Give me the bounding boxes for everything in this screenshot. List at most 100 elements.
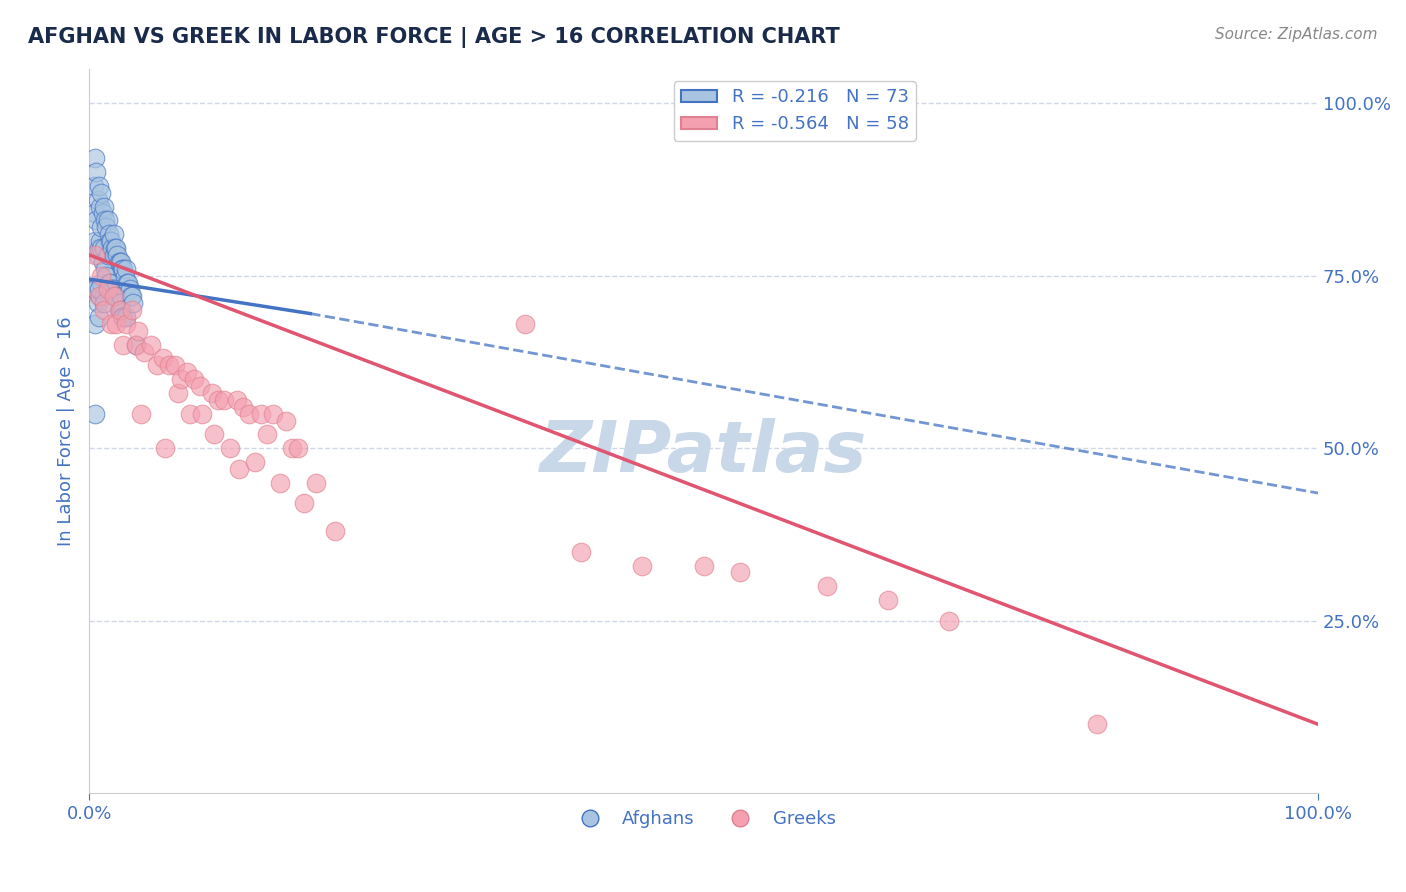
Point [115, 310, 138, 324]
Point [107, 255, 129, 269]
Point [204, 427, 226, 442]
Point [98, 234, 121, 248]
Y-axis label: In Labor Force | Age > 16: In Labor Force | Age > 16 [58, 316, 75, 546]
Point [214, 392, 236, 407]
Point [96, 282, 118, 296]
Point [515, 317, 537, 331]
Point [201, 386, 224, 401]
Point [89, 200, 111, 214]
Point [117, 276, 139, 290]
Point [815, 579, 838, 593]
Point [103, 227, 125, 242]
Point [134, 344, 156, 359]
Point [692, 558, 714, 573]
Point [82, 282, 104, 296]
Point [305, 475, 328, 490]
Point [323, 524, 346, 538]
Point [100, 317, 122, 331]
Point [179, 407, 201, 421]
Point [96, 213, 118, 227]
Point [105, 317, 128, 331]
Point [91, 206, 114, 220]
Point [105, 289, 128, 303]
Point [90, 220, 112, 235]
Point [238, 407, 260, 421]
Point [100, 282, 122, 296]
Point [877, 593, 900, 607]
Point [96, 282, 118, 296]
Point [112, 261, 135, 276]
Point [114, 268, 136, 283]
Point [105, 248, 128, 262]
Point [90, 276, 112, 290]
Text: Source: ZipAtlas.com: Source: ZipAtlas.com [1215, 27, 1378, 42]
Point [292, 496, 315, 510]
Point [107, 303, 129, 318]
Point [730, 566, 752, 580]
Point [94, 261, 117, 276]
Point [103, 289, 125, 303]
Point [84, 234, 107, 248]
Point [274, 414, 297, 428]
Point [631, 558, 654, 573]
Point [112, 337, 135, 351]
Point [108, 255, 131, 269]
Point [86, 193, 108, 207]
Point [96, 220, 118, 235]
Point [120, 289, 142, 303]
Point [170, 372, 193, 386]
Point [281, 441, 304, 455]
Point [87, 178, 110, 193]
Point [287, 441, 309, 455]
Point [228, 462, 250, 476]
Point [166, 386, 188, 401]
Point [219, 441, 242, 455]
Point [101, 282, 124, 296]
Point [232, 400, 254, 414]
Point [129, 407, 152, 421]
Point [243, 455, 266, 469]
Point [86, 165, 108, 179]
Point [90, 268, 112, 283]
Point [225, 392, 247, 407]
Text: AFGHAN VS GREEK IN LABOR FORCE | AGE > 16 CORRELATION CHART: AFGHAN VS GREEK IN LABOR FORCE | AGE > 1… [28, 27, 839, 48]
Point [87, 241, 110, 255]
Point [165, 359, 187, 373]
Point [97, 276, 120, 290]
Point [176, 365, 198, 379]
Point [115, 276, 138, 290]
Point [139, 337, 162, 351]
Point [250, 407, 273, 421]
Point [191, 407, 214, 421]
Point [103, 248, 125, 262]
Point [125, 337, 148, 351]
Point [938, 614, 960, 628]
Point [89, 234, 111, 248]
Point [105, 241, 128, 255]
Point [122, 296, 145, 310]
Point [121, 303, 143, 318]
Point [91, 255, 114, 269]
Point [111, 310, 134, 324]
Point [84, 317, 107, 331]
Point [87, 282, 110, 296]
Point [86, 296, 108, 310]
Point [256, 427, 278, 442]
Point [118, 282, 141, 296]
Point [108, 296, 131, 310]
Point [115, 317, 138, 331]
Point [86, 248, 108, 262]
Point [90, 186, 112, 200]
Point [183, 372, 205, 386]
Point [110, 255, 132, 269]
Point [104, 289, 127, 303]
Point [1085, 717, 1108, 731]
Point [125, 337, 148, 351]
Point [115, 261, 138, 276]
Point [93, 200, 115, 214]
Point [93, 296, 115, 310]
Point [121, 289, 143, 303]
Point [84, 407, 107, 421]
Point [152, 351, 174, 366]
Point [127, 324, 149, 338]
